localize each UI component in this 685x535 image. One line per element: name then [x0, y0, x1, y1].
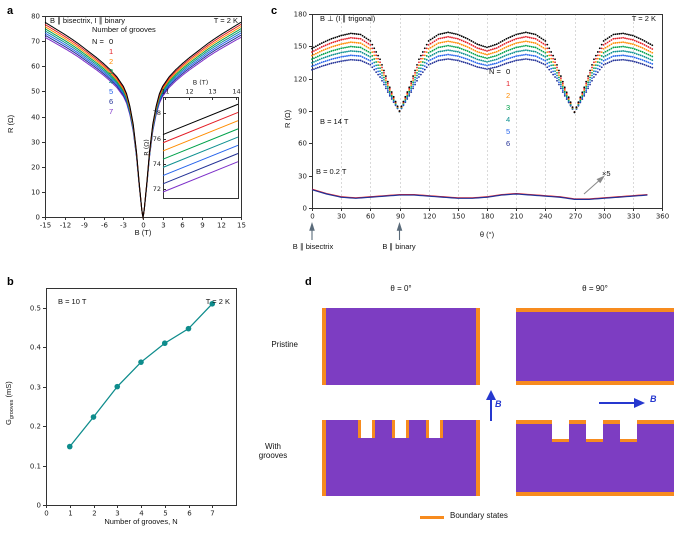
- groove-notch: [620, 420, 637, 442]
- panel-c-condition-label: B ⊥ (I ∥ trigonal): [320, 14, 376, 23]
- legend-item: 5: [92, 86, 156, 98]
- legend-item: N = 0: [92, 36, 156, 48]
- panel-c-xlabel: θ (°): [479, 230, 495, 239]
- legend-value: 5: [506, 127, 511, 136]
- legend-item: 4: [489, 115, 511, 128]
- panel-d-row-label-grooves: With grooves: [258, 442, 288, 461]
- legend-value: 5: [109, 86, 114, 96]
- panel-a-temperature-label: T = 2 K: [213, 16, 238, 25]
- legend-value: 0: [109, 36, 114, 46]
- panel-a-xlabel: B (T): [134, 228, 152, 237]
- panel-c-temperature-label: T = 2 K: [631, 14, 656, 23]
- panel-c-multiplier-label: ×5: [602, 169, 611, 178]
- panel-a-legend: Number of grooves N = 0 1 2 3 4 5 6 7: [92, 25, 156, 118]
- panel-b-field-label: B = 10 T: [58, 297, 87, 306]
- panel-letter-b: b: [7, 276, 14, 288]
- legend-item: N = 0: [489, 67, 511, 80]
- legend-value: 3: [109, 66, 114, 76]
- panel-a-ylabel: R (Ω): [6, 114, 15, 133]
- sample-grooved-theta0: [322, 420, 480, 496]
- panel-letter-d: d: [305, 276, 312, 288]
- ylabel-unit: (mS): [4, 381, 13, 400]
- legend-item: 2: [489, 91, 511, 104]
- legend-value: 4: [109, 76, 114, 86]
- legend-item: 4: [92, 76, 156, 88]
- b-field-label-theta90: B: [650, 394, 657, 404]
- legend-prefix: N =: [92, 36, 104, 46]
- legend-prefix: N =: [489, 67, 501, 76]
- panel-a-legend-title: Number of grooves: [92, 25, 156, 34]
- legend-item: 5: [489, 127, 511, 140]
- legend-value: 1: [109, 46, 114, 56]
- legend-item: 3: [92, 66, 156, 78]
- panel-a-condition-label: B ∥ bisectrix, I ∥ binary: [50, 16, 126, 25]
- b-field-arrow-right: [597, 396, 647, 415]
- panel-c-low-field-label: B = 0.2 T: [316, 167, 347, 176]
- ylabel-symbol: G: [4, 419, 13, 425]
- sample-pristine-theta90: [516, 308, 674, 385]
- panel-letter-c: c: [271, 5, 278, 17]
- b-field-arrow-up: [481, 389, 501, 428]
- legend-value: 3: [506, 103, 511, 112]
- panel-c-bisectrix-label: B ∥ bisectrix: [292, 242, 334, 251]
- legend-value: 6: [109, 96, 114, 106]
- groove-notch: [392, 420, 409, 438]
- panel-a-plot: [0, 0, 265, 265]
- groove-notch: [586, 420, 603, 442]
- legend-value: 4: [506, 115, 511, 124]
- panel-b-temperature-label: T = 2 K: [205, 297, 230, 306]
- legend-item: 6: [92, 96, 156, 108]
- legend-value: 6: [506, 139, 511, 148]
- panel-b-xlabel: Number of grooves, N: [104, 517, 178, 526]
- panel-letter-a: a: [7, 5, 14, 17]
- b-field-label-theta0: B: [495, 399, 502, 409]
- sample-grooved-theta90: [516, 420, 674, 496]
- legend-value: 0: [506, 67, 511, 76]
- legend-item: 6: [489, 139, 511, 152]
- panel-c-binary-label: B ∥ binary: [382, 242, 416, 251]
- panel-c-ylabel: R (Ω): [283, 109, 292, 128]
- panel-d-header-theta90: θ = 90°: [582, 284, 608, 293]
- groove-notch: [552, 420, 569, 442]
- legend-item: 1: [489, 79, 511, 92]
- legend-item: 1: [92, 46, 156, 58]
- panel-c-legend: N = 0 1 2 3 4 5 6: [489, 67, 511, 152]
- groove-notch: [426, 420, 443, 438]
- legend-item: 2: [92, 56, 156, 68]
- panel-d-header-theta0: θ = 0°: [390, 284, 412, 293]
- panel-b-plot: [0, 268, 265, 535]
- boundary-states-legend-swatch: [420, 516, 444, 519]
- groove-notch: [358, 420, 375, 438]
- legend-value: 2: [506, 91, 511, 100]
- boundary-states-legend-label: Boundary states: [450, 511, 508, 520]
- legend-item: 7: [92, 106, 156, 118]
- panel-c-high-field-label: B = 14 T: [320, 117, 349, 126]
- legend-value: 1: [506, 79, 511, 88]
- sample-pristine-theta0: [322, 308, 480, 385]
- panel-b-ylabel: Ggrooves (mS): [4, 381, 15, 425]
- legend-item: 3: [489, 103, 511, 116]
- panel-c-plot: [268, 0, 685, 265]
- legend-value: 7: [109, 106, 114, 116]
- panel-d-row-label-pristine: Pristine: [271, 340, 298, 349]
- legend-value: 2: [109, 56, 114, 66]
- ylabel-subscript: grooves: [9, 399, 15, 420]
